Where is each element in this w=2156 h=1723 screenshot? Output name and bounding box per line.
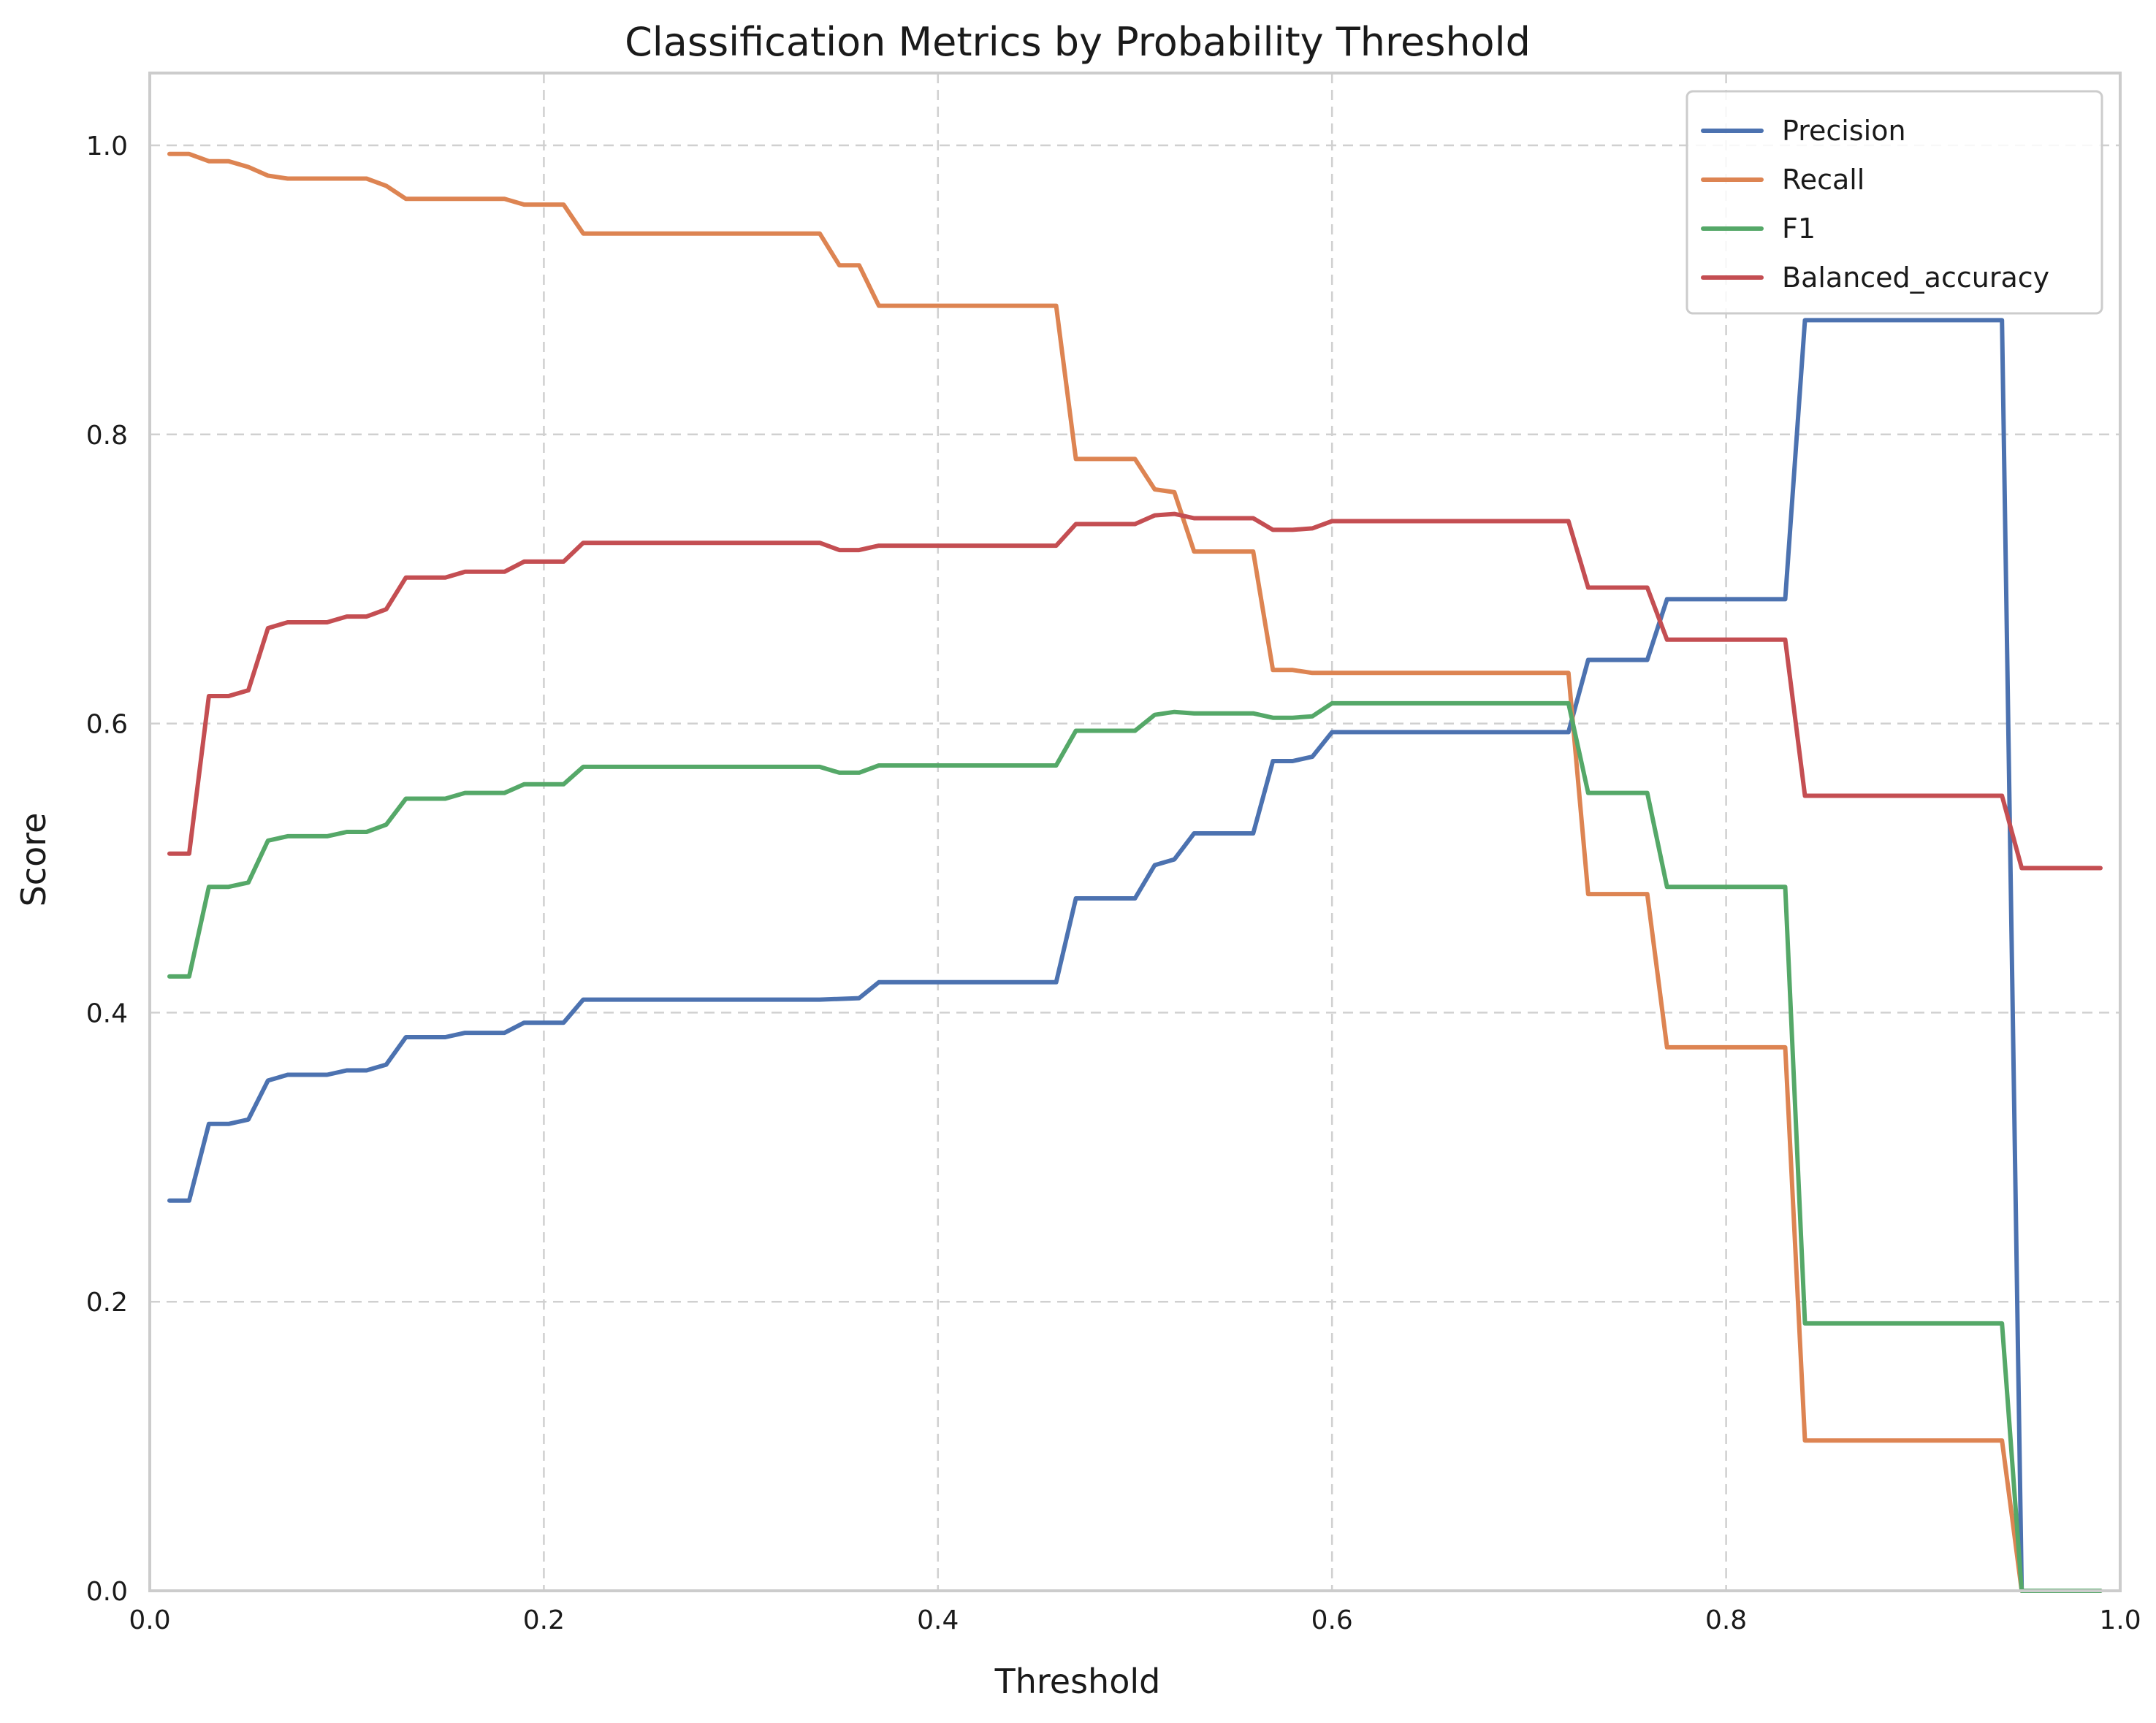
y-tick-label: 0.8: [86, 421, 128, 451]
legend-label: F1: [1782, 213, 1816, 245]
y-tick-label: 0.6: [86, 710, 128, 740]
chart-title: Classification Metrics by Probability Th…: [625, 19, 1531, 65]
x-tick-label: 0.8: [1705, 1605, 1747, 1635]
y-tick-label: 1.0: [86, 131, 128, 161]
legend-box: [1685, 90, 2103, 315]
plot-frame: [148, 72, 2122, 1592]
series-line-recall: [167, 151, 2103, 1593]
x-tick-label: 0.0: [129, 1605, 170, 1635]
legend: Precision Recall F1 Balanced_accuracy: [1685, 90, 2103, 315]
y-tick-label: 0.2: [86, 1288, 128, 1318]
legend-label: Precision: [1782, 115, 1906, 147]
x-tick-label: 0.2: [523, 1605, 565, 1635]
x-tick-label: 0.4: [917, 1605, 959, 1635]
legend-label: Balanced_accuracy: [1782, 261, 2049, 294]
series-line-f1: [167, 700, 2103, 1593]
tick-labels: 0.0 0.2 0.4 0.6 0.8 1.0 0.0 0.2 0.4 0.6 0.8 1.0: [86, 131, 2141, 1635]
series-line-precision: [167, 318, 2103, 1593]
series-line-balanced-accuracy: [167, 511, 2103, 871]
series-lines: [167, 151, 2103, 1593]
y-tick-label: 0.0: [86, 1577, 128, 1607]
x-axis-label: Threshold: [994, 1662, 1161, 1701]
x-tick-label: 0.6: [1311, 1605, 1353, 1635]
y-tick-label: 0.4: [86, 998, 128, 1028]
y-axis-label: Score: [14, 813, 53, 907]
legend-label: Recall: [1782, 164, 1864, 196]
x-tick-label: 1.0: [2099, 1605, 2141, 1635]
